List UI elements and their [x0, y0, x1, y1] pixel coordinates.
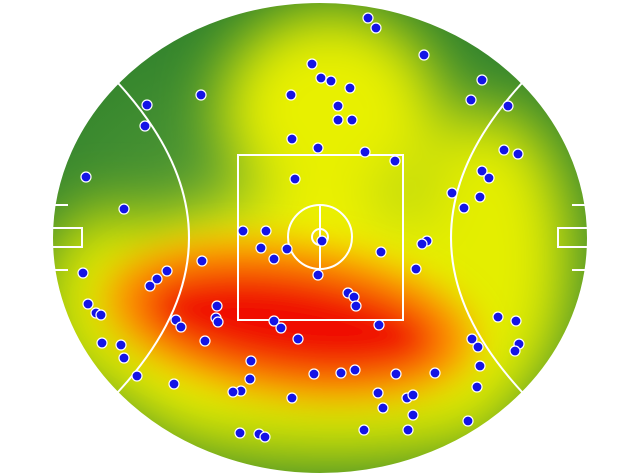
point: [325, 75, 337, 87]
point: [474, 191, 486, 203]
point: [312, 142, 324, 154]
point: [476, 74, 488, 86]
point: [227, 386, 239, 398]
point: [96, 337, 108, 349]
point: [377, 402, 389, 414]
point: [289, 173, 301, 185]
point: [268, 253, 280, 265]
point: [446, 187, 458, 199]
point: [168, 378, 180, 390]
point: [350, 300, 362, 312]
point: [429, 367, 441, 379]
point: [312, 269, 324, 281]
point: [492, 311, 504, 323]
point: [349, 364, 361, 376]
point: [390, 368, 402, 380]
point: [498, 144, 510, 156]
point: [476, 165, 488, 177]
point: [292, 333, 304, 345]
point: [465, 94, 477, 106]
point: [131, 370, 143, 382]
point: [509, 345, 521, 357]
point: [141, 99, 153, 111]
point: [281, 243, 293, 255]
point: [471, 381, 483, 393]
point: [255, 242, 267, 254]
point: [344, 82, 356, 94]
point: [285, 89, 297, 101]
point: [316, 235, 328, 247]
point: [286, 133, 298, 145]
point: [245, 355, 257, 367]
point: [416, 238, 428, 250]
point: [275, 322, 287, 334]
point: [237, 225, 249, 237]
point: [346, 114, 358, 126]
point: [359, 146, 371, 158]
point: [268, 315, 280, 327]
point: [234, 427, 246, 439]
point: [410, 263, 422, 275]
point: [502, 100, 514, 112]
point: [458, 202, 470, 214]
point: [175, 321, 187, 333]
point: [466, 333, 478, 345]
point: [259, 431, 271, 443]
point: [139, 120, 151, 132]
point: [372, 387, 384, 399]
point: [82, 298, 94, 310]
point: [370, 22, 382, 34]
point: [199, 335, 211, 347]
point: [418, 49, 430, 61]
point: [348, 291, 360, 303]
point: [161, 265, 173, 277]
point: [144, 280, 156, 292]
point: [373, 319, 385, 331]
point: [510, 315, 522, 327]
point: [462, 415, 474, 427]
point: [512, 148, 524, 160]
point: [260, 225, 272, 237]
point: [332, 100, 344, 112]
point: [286, 392, 298, 404]
point: [375, 246, 387, 258]
point: [196, 255, 208, 267]
field-lines: [51, 1, 589, 475]
point: [151, 273, 163, 285]
point: [244, 373, 256, 385]
point: [212, 316, 224, 328]
point: [115, 339, 127, 351]
point: [332, 114, 344, 126]
point: [402, 424, 414, 436]
point: [308, 368, 320, 380]
point: [195, 89, 207, 101]
points: [77, 12, 525, 443]
point: [118, 352, 130, 364]
point: [472, 341, 484, 353]
point: [118, 203, 130, 215]
point: [407, 409, 419, 421]
point: [362, 12, 374, 24]
point: [483, 172, 495, 184]
point: [474, 360, 486, 372]
point: [211, 300, 223, 312]
point: [95, 309, 107, 321]
point: [335, 367, 347, 379]
point: [306, 58, 318, 70]
point: [77, 267, 89, 279]
point: [80, 171, 92, 183]
point: [389, 155, 401, 167]
point: [407, 389, 419, 401]
point: [358, 424, 370, 436]
point: [315, 72, 327, 84]
